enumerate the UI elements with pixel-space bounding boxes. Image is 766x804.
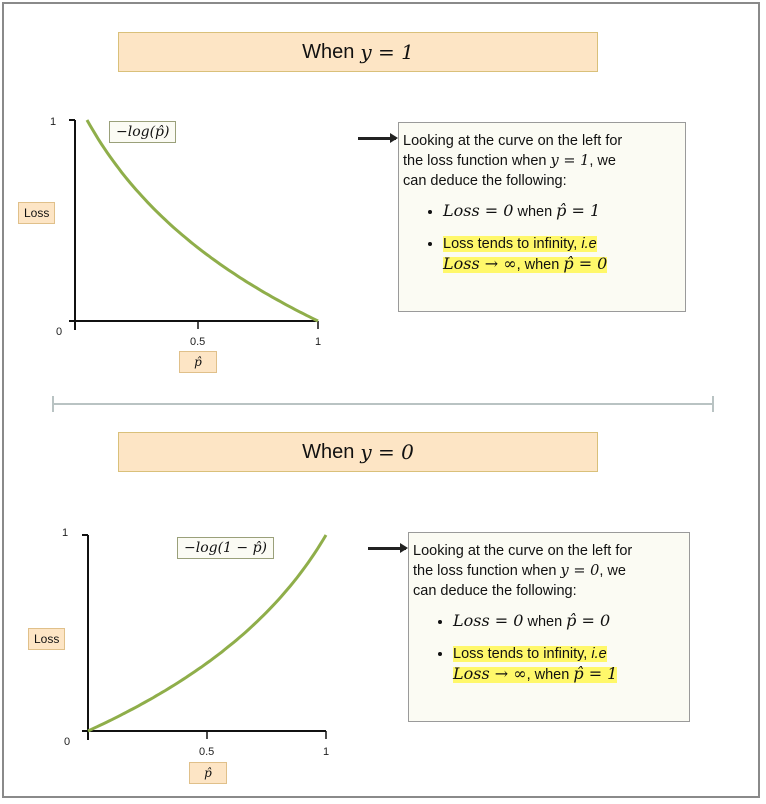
bullet-text: Loss tends to infinity, [453,646,588,662]
chart-neg-log-1-minus-p [82,534,328,740]
y-tick-label-max: 1 [50,116,57,128]
intro-line-3: can deduce the following: [403,173,567,189]
deduction-item-2: Loss tends to infinity, i.e Loss → ∞, wh… [453,644,681,685]
origin-label: 0 [64,736,71,748]
y-axis-label: Loss [28,628,66,650]
highlight-math: Loss → ∞, when p̂ = 0 [443,254,608,273]
bullet-ie: i.e [581,236,597,252]
intro-line-1: Looking at the curve on the left for [403,133,623,149]
highlight-math: Loss → ∞, when p̂ = 1 [453,664,618,683]
y-axis-label: Loss [18,202,56,224]
bullet-when: , when [516,257,560,273]
intro-text: the loss function when [403,153,547,169]
bullet-math: Loss = 0 [443,201,514,220]
curve-label: −log(1 − p̂) [177,537,275,559]
bullet-math: Loss = 0 [453,611,524,630]
y-tick-label-max: 1 [62,527,69,539]
intro-text: the loss function when [413,563,557,579]
bullet-math: Loss → ∞ [443,254,517,273]
deduction-list: Loss = 0 when p̂ = 0 Loss tends to infin… [413,611,681,685]
divider-cap-right [712,396,714,412]
bullet-math-2: p̂ = 1 [556,201,601,220]
arrow-right-icon [358,133,398,143]
bullet-math-2: p̂ = 1 [573,664,618,683]
loss-curve-line [85,119,319,323]
x-tick-label-mid: 0.5 [190,336,206,348]
banner-math: y = 1 [360,40,414,64]
intro-line-3: can deduce the following: [413,583,577,599]
intro-line-1: Looking at the curve on the left for [413,543,633,559]
bullet-math: Loss → ∞ [453,664,527,683]
deduction-item-2: Loss tends to infinity, i.e Loss → ∞, wh… [443,234,677,275]
bullet-ie: i.e [591,646,607,662]
x-tick-label-mid: 0.5 [199,746,215,758]
highlight-text: Loss tends to infinity, i.e [453,646,607,662]
deduction-list: Loss = 0 when p̂ = 1 Loss tends to infin… [403,201,677,275]
bullet-when: when [517,204,553,220]
explanation-box: Looking at the curve on the left for the… [398,122,686,312]
curve-label: −log(p̂) [109,121,177,143]
banner-text: When [302,440,355,463]
intro-suffix: , we [599,563,626,579]
intro-line-2: the loss function when y = 1, we [403,151,677,171]
explanation-box: Looking at the curve on the left for the… [408,532,690,722]
bullet-when: when [527,614,563,630]
banner-text: When [302,40,355,63]
chart-neg-log-p [69,119,319,330]
x-tick-label-max: 1 [323,746,330,758]
bullet-when: , when [526,667,570,683]
deduction-item-1: Loss = 0 when p̂ = 0 [453,611,681,632]
banner-y1: When y = 1 [118,32,598,72]
banner-math: y = 0 [360,440,414,464]
intro-math: y = 0 [560,563,600,579]
x-tick-label-max: 1 [315,336,322,348]
intro-math: y = 1 [550,153,590,169]
loss-curve-line [87,534,328,733]
intro-suffix: , we [589,153,616,169]
intro-line-2: the loss function when y = 0, we [413,561,681,581]
highlight-text: Loss tends to infinity, i.e [443,236,597,252]
figure-frame [2,2,760,798]
origin-label: 0 [56,326,63,338]
x-axis-label: p̂ [189,762,227,784]
banner-y0: When y = 0 [118,432,598,472]
bullet-math-2: p̂ = 0 [563,254,608,273]
section-divider [52,403,714,405]
arrow-right-icon [368,543,408,553]
divider-cap-left [52,396,54,412]
bullet-math-2: p̂ = 0 [566,611,611,630]
bullet-text: Loss tends to infinity, [443,236,578,252]
deduction-item-1: Loss = 0 when p̂ = 1 [443,201,677,222]
x-axis-label: p̂ [179,351,217,373]
